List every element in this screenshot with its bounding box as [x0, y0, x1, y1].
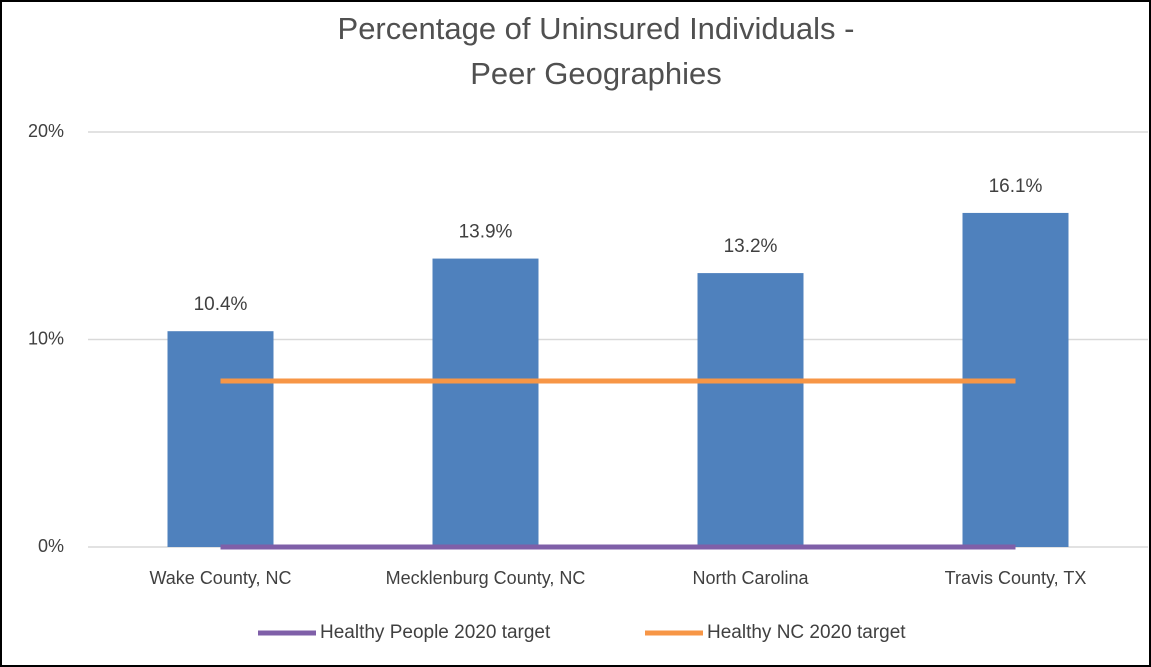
- x-tick-label: Mecklenburg County, NC: [386, 568, 586, 588]
- bar: [167, 331, 274, 547]
- chart-title: Percentage of Uninsured Individuals -: [338, 11, 855, 46]
- data-label: 13.2%: [724, 236, 778, 257]
- x-tick-label: Travis County, TX: [945, 568, 1087, 588]
- x-tick-label: Wake County, NC: [149, 568, 291, 588]
- y-tick-label: 0%: [38, 536, 64, 556]
- legend-label: Healthy NC 2020 target: [707, 622, 906, 643]
- legend-label: Healthy People 2020 target: [320, 622, 551, 643]
- data-label: 16.1%: [989, 176, 1043, 197]
- y-tick-label: 10%: [28, 328, 64, 348]
- bar: [432, 258, 539, 547]
- bar: [697, 273, 804, 547]
- y-tick-label: 20%: [28, 121, 64, 141]
- data-label: 10.4%: [194, 294, 248, 315]
- x-tick-label: North Carolina: [692, 568, 809, 588]
- chart-title: Peer Geographies: [470, 56, 722, 91]
- data-label: 13.9%: [459, 222, 513, 243]
